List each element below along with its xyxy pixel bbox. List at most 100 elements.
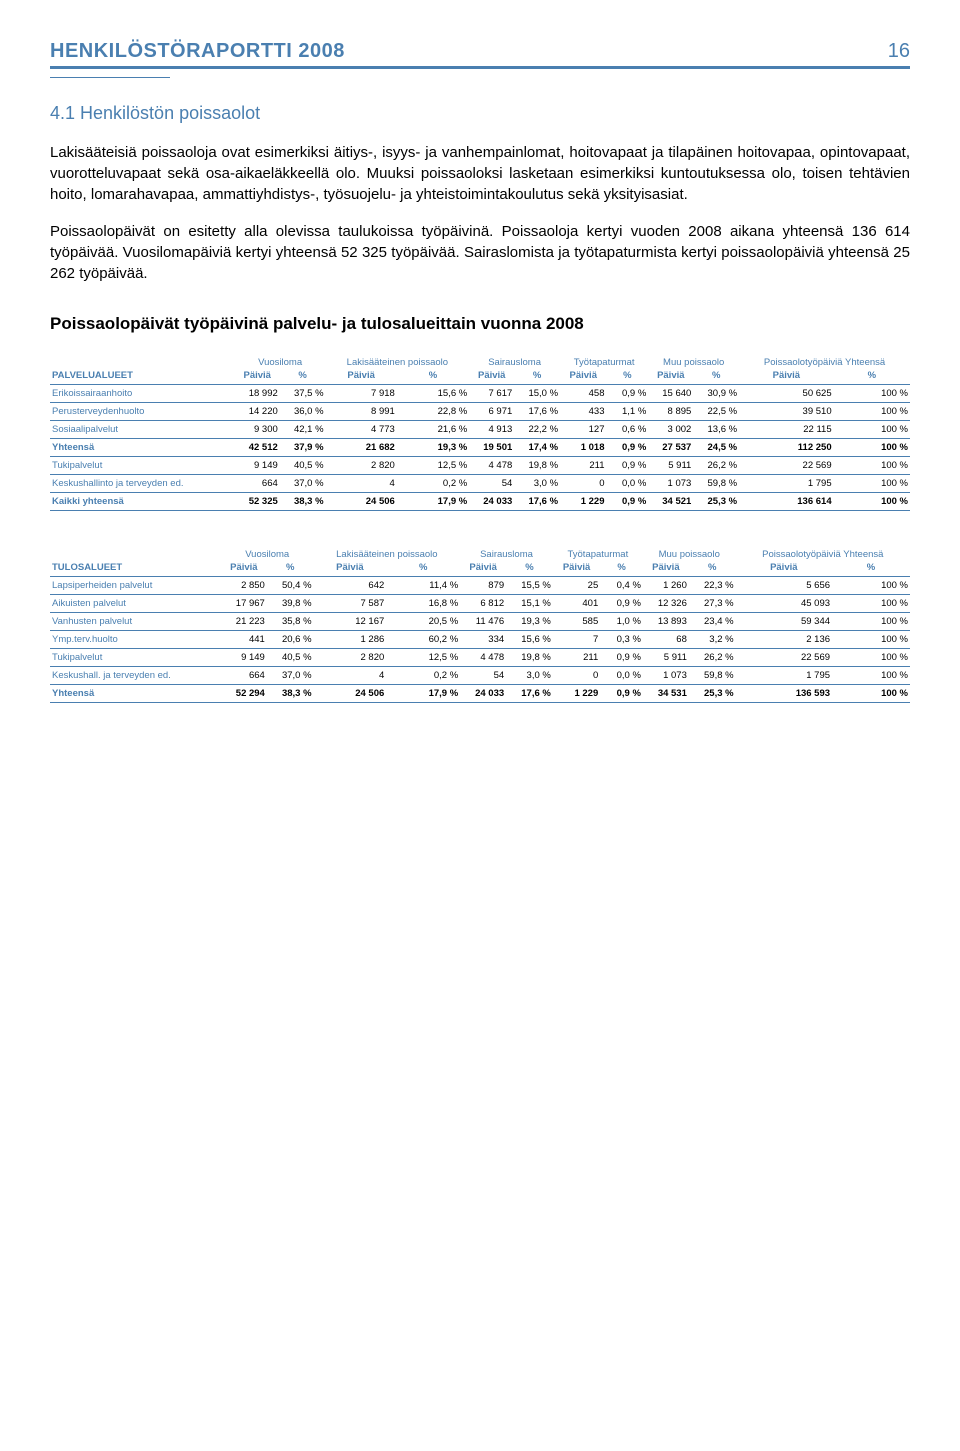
table-cell: 22 115 [739, 421, 834, 439]
row-label: Keskushall. ja terveyden ed. [50, 667, 221, 685]
column-sub-header: Päiviä [469, 369, 514, 385]
table-cell: 24 506 [326, 493, 397, 511]
table-cell: 441 [221, 631, 267, 649]
table-cell: 21 682 [326, 439, 397, 457]
table-cell: 40,5 % [280, 457, 326, 475]
table-cell: 6 812 [460, 595, 506, 613]
table-cell: 0,0 % [606, 475, 648, 493]
table-cell: 19 501 [469, 439, 514, 457]
table-cell: 9 300 [235, 421, 280, 439]
table-cell: 0,2 % [386, 667, 460, 685]
row-label: Sosiaalipalvelut [50, 421, 235, 439]
table-cell: 24 033 [460, 685, 506, 703]
table-cell: 59,8 % [689, 667, 736, 685]
section-title: 4.1 Henkilöstön poissaolot [50, 103, 910, 124]
table-cell: 0,9 % [600, 649, 643, 667]
table-cell: 0,9 % [600, 685, 643, 703]
table-cell: 17 967 [221, 595, 267, 613]
table-cell: 20,6 % [267, 631, 314, 649]
table-cell: 52 294 [221, 685, 267, 703]
column-sub-header: % [280, 369, 326, 385]
column-sub-header: Päiviä [736, 561, 832, 577]
table-cell: 100 % [834, 403, 910, 421]
table-cell: 3,2 % [689, 631, 736, 649]
table-cell: 22,5 % [693, 403, 739, 421]
table-cell: 3 002 [648, 421, 693, 439]
table-cell: 100 % [834, 421, 910, 439]
table-cell: 12 326 [643, 595, 689, 613]
table-cell: 12,5 % [386, 649, 460, 667]
table-cell: 25 [553, 577, 600, 595]
column-sub-header: Päiviä [460, 561, 506, 577]
table-cell: 1 795 [736, 667, 832, 685]
table-cell: 21 223 [221, 613, 267, 631]
table-cell: 15,1 % [506, 595, 553, 613]
table-cell: 16,8 % [386, 595, 460, 613]
table-cell: 37,9 % [280, 439, 326, 457]
table-cell: 100 % [834, 457, 910, 475]
table-cell: 0,4 % [600, 577, 643, 595]
table-cell: 20,5 % [386, 613, 460, 631]
report-title: HENKILÖSTÖRAPORTTI 2008 [50, 40, 345, 63]
table-cell: 50,4 % [267, 577, 314, 595]
table-cell: 36,0 % [280, 403, 326, 421]
table-cell: 4 913 [469, 421, 514, 439]
table-cell: 1,0 % [600, 613, 643, 631]
table-cell: 0,3 % [600, 631, 643, 649]
table-cell: 4 478 [469, 457, 514, 475]
row-label: Ymp.terv.huolto [50, 631, 221, 649]
page-header: HENKILÖSTÖRAPORTTI 2008 16 [50, 40, 910, 69]
column-sub-header: Päiviä [739, 369, 834, 385]
table-cell: 664 [221, 667, 267, 685]
table-cell: 8 895 [648, 403, 693, 421]
table-cell: 22,3 % [689, 577, 736, 595]
paragraph-1: Lakisääteisiä poissaoloja ovat esimerkik… [50, 142, 910, 205]
column-sub-header: % [514, 369, 560, 385]
table-cell: 0,9 % [606, 385, 648, 403]
column-sub-header: Päiviä [643, 561, 689, 577]
table-cell: 7 918 [326, 385, 397, 403]
table-cell: 100 % [834, 385, 910, 403]
table-cell: 11 476 [460, 613, 506, 631]
table-cell: 17,6 % [514, 493, 560, 511]
table-cell: 127 [560, 421, 606, 439]
table-cell: 15 640 [648, 385, 693, 403]
table-cell: 37,0 % [280, 475, 326, 493]
table-cell: 0,6 % [606, 421, 648, 439]
table-cell: 1 795 [739, 475, 834, 493]
column-sub-header: % [267, 561, 314, 577]
table-cell: 2 136 [736, 631, 832, 649]
table-cell: 100 % [832, 613, 910, 631]
table-row: Tukipalvelut9 14940,5 %2 82012,5 %4 4781… [50, 649, 910, 667]
row-label: Tukipalvelut [50, 457, 235, 475]
table-cell: 458 [560, 385, 606, 403]
column-sub-header: Päiviä [648, 369, 693, 385]
table-cell: 5 911 [648, 457, 693, 475]
column-sub-header: Päiviä [314, 561, 387, 577]
table-cell: 24 506 [314, 685, 387, 703]
column-group-header: Muu poissaolo [643, 546, 736, 561]
table-cell: 1 229 [560, 493, 606, 511]
row-label: Kaikki yhteensä [50, 493, 235, 511]
table-cell: 0,9 % [606, 439, 648, 457]
table-cell: 1 229 [553, 685, 600, 703]
table-cell: 17,6 % [506, 685, 553, 703]
table-cell: 0,0 % [600, 667, 643, 685]
table-cell: 0,2 % [397, 475, 469, 493]
table-cell: 136 593 [736, 685, 832, 703]
table-cell: 39 510 [739, 403, 834, 421]
table-cell: 5 656 [736, 577, 832, 595]
column-sub-header: % [397, 369, 469, 385]
column-group-header: Lakisääteinen poissaolo [314, 546, 461, 561]
table-cell: 7 617 [469, 385, 514, 403]
column-group-header: Vuosiloma [235, 354, 326, 369]
table-cell: 100 % [832, 649, 910, 667]
table-cell: 13,6 % [693, 421, 739, 439]
table-cell: 4 [326, 475, 397, 493]
table-cell: 0 [553, 667, 600, 685]
table-cell: 17,9 % [397, 493, 469, 511]
table-cell: 1 018 [560, 439, 606, 457]
page-number: 16 [888, 40, 910, 63]
table-cell: 0 [560, 475, 606, 493]
table-row: Sosiaalipalvelut9 30042,1 %4 77321,6 %4 … [50, 421, 910, 439]
